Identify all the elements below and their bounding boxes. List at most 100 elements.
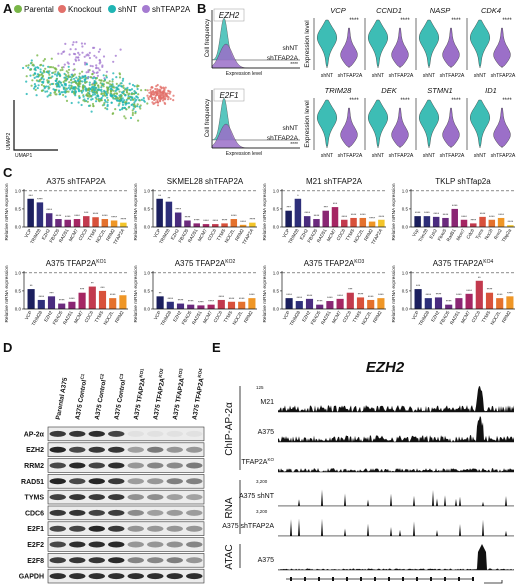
axis-label: UMAP1 <box>15 153 32 159</box>
bar <box>485 292 494 309</box>
chart-title: A375 TFAP2AKO2 <box>175 259 236 268</box>
violin <box>469 99 491 148</box>
y-tick-label: 0.5 <box>273 289 280 294</box>
cell-dot <box>128 82 131 85</box>
group-label: shNT <box>321 73 334 79</box>
cell-dot <box>156 91 159 94</box>
bar <box>249 222 256 227</box>
blot-band <box>88 557 105 564</box>
blot-band <box>108 446 125 453</box>
blot-band <box>49 462 66 469</box>
cell-dot <box>152 89 155 93</box>
significance: *** <box>80 288 85 292</box>
bar <box>187 304 195 309</box>
cell-dot <box>62 86 65 89</box>
blot-strip <box>47 442 205 457</box>
axis-label: Relative mRNA expression <box>262 265 268 322</box>
legend-swatch <box>142 5 150 13</box>
cell-dot <box>157 101 160 104</box>
cell-dot <box>118 102 121 105</box>
significance: **** <box>38 295 44 299</box>
bar <box>202 224 210 227</box>
cell-dot <box>75 41 78 44</box>
cell-dot <box>123 115 126 118</box>
bar <box>367 299 375 309</box>
blot-band <box>69 509 86 516</box>
cell-dot <box>77 101 80 104</box>
cell-dot <box>48 86 51 89</box>
track-label-main: A375 <box>258 557 274 564</box>
significance: **** <box>502 98 512 104</box>
violin <box>367 99 389 148</box>
cell-dot <box>120 108 124 111</box>
x-tick-label: TRIM28 <box>160 310 173 327</box>
blot-band <box>127 541 144 548</box>
cell-dot <box>118 73 122 76</box>
axis-label: Expression level <box>226 71 262 77</box>
bar <box>336 298 344 309</box>
bar <box>475 280 483 309</box>
significance: **** <box>239 297 245 301</box>
cell-dot <box>91 77 95 80</box>
cell-dot <box>164 102 167 105</box>
significance: **** <box>466 289 472 293</box>
cell-dot <box>40 83 44 86</box>
blot-band <box>147 509 164 516</box>
cell-dot <box>100 96 103 99</box>
x-tick-label: EZH2 <box>43 310 53 323</box>
x-tick-label: NOC2L <box>232 310 244 326</box>
cell-dot <box>125 98 128 101</box>
track-label: TFAP2AKO <box>241 457 274 466</box>
panel-label: D <box>3 340 12 355</box>
blot-band <box>69 525 86 532</box>
cell-dot <box>103 102 106 105</box>
cell-dot <box>106 99 110 102</box>
cell-dot <box>32 63 35 66</box>
exon <box>430 577 432 581</box>
cell-dot <box>124 87 127 90</box>
section-label: ATAC <box>224 544 235 569</box>
exon <box>304 577 306 581</box>
violin <box>340 107 358 148</box>
chart-title-main: A375 TFAP2A <box>46 259 97 268</box>
significance: **** <box>203 219 209 223</box>
cell-dot <box>104 92 108 95</box>
cell-dot <box>95 82 98 85</box>
sample-label-sup: KO3 <box>177 368 184 378</box>
cell-dot <box>131 83 135 87</box>
bar <box>120 222 127 227</box>
significance: **** <box>69 297 75 301</box>
blot-band <box>166 573 183 580</box>
blot-band <box>49 478 66 485</box>
cell-dot <box>57 89 61 92</box>
cell-dot <box>120 82 123 85</box>
x-tick-label: RRM2 <box>243 310 254 324</box>
cell-dot <box>59 74 62 77</box>
exon <box>374 577 376 581</box>
cell-dot <box>140 98 143 101</box>
cell-dot <box>52 71 55 74</box>
exon <box>290 577 292 581</box>
sample-label-main: A375 Control <box>94 379 108 420</box>
cell-dot <box>77 51 80 55</box>
cell-dot <box>152 102 155 105</box>
cell-dot <box>67 90 70 93</box>
exon <box>402 577 404 581</box>
blot-band <box>127 494 144 501</box>
x-tick-label: VCP <box>282 310 291 321</box>
sample-label: A375 ControlC2 <box>92 373 109 421</box>
track-label-main: TFAP2A <box>241 459 267 466</box>
significance: ** <box>30 284 33 288</box>
sample-label: A375 TFAP2AKO2 <box>150 368 168 421</box>
y-tick-label: 0.5 <box>273 207 280 212</box>
cell-dot <box>100 92 103 96</box>
cell-dot <box>29 68 32 71</box>
cell-dot <box>52 66 55 69</box>
cell-dot <box>131 111 134 115</box>
cell-dot <box>123 99 126 102</box>
blot-band <box>88 541 105 548</box>
x-tick-label: MCM7 <box>331 310 342 325</box>
cell-dot <box>118 76 122 79</box>
significance: **** <box>425 293 431 297</box>
group-label: shTFAP2A <box>491 73 516 79</box>
